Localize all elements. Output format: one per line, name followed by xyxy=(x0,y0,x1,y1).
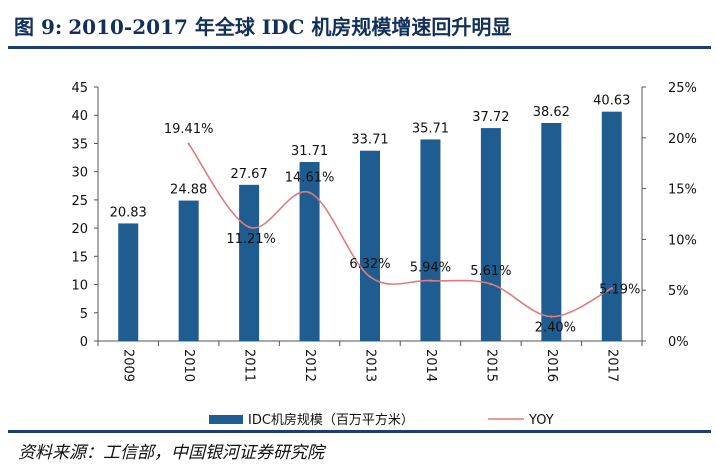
bar-value-label: 31.71 xyxy=(291,144,328,159)
x-tick-label: 2009 xyxy=(121,349,136,382)
bar-value-label: 20.83 xyxy=(110,205,147,220)
yoy-value-label: 11.21% xyxy=(226,232,276,247)
yoy-value-label: 6.32% xyxy=(349,257,390,272)
x-tick-label: 2012 xyxy=(302,349,317,382)
yoy-value-label: 2.40% xyxy=(535,321,576,336)
yoy-value-label: 14.61% xyxy=(285,171,335,186)
source-note: 资料来源：工信部，中国银河证券研究院 xyxy=(18,443,324,463)
left-tick-label: 5 xyxy=(80,307,88,322)
source-rule xyxy=(8,430,711,433)
x-tick-label: 2016 xyxy=(544,349,559,382)
yoy-point xyxy=(247,225,251,229)
legend-bar-swatch xyxy=(209,415,243,424)
idc-chart: 0 5 10 15 20 25 30 35 40 45 0% 5% 10% 15% 20% 25% 2009… xyxy=(71,81,697,428)
left-tick-label: 10 xyxy=(71,279,88,294)
bar-value-label: 40.63 xyxy=(593,94,630,109)
left-tick-label: 20 xyxy=(71,222,88,237)
x-tick-label: 2014 xyxy=(423,349,438,382)
yoy-labels: 19.41% 11.21% 14.61% 6.32% 5.94% 5.61% 2.40% 5.… xyxy=(164,122,641,336)
legend: IDC机房规模（百万平方米） YOY xyxy=(209,412,554,428)
x-tick-label: 2015 xyxy=(483,349,498,382)
yoy-value-label: 5.94% xyxy=(410,261,451,276)
bar xyxy=(178,200,199,341)
yoy-point xyxy=(187,142,190,145)
right-axis: 0% 5% 10% 15% 20% 25% xyxy=(641,81,697,350)
bar-value-labels: 20.83 24.88 27.67 31.71 33.71 35.71 37.72 38.62… xyxy=(110,94,631,221)
left-tick-label: 15 xyxy=(71,250,88,265)
bar-value-label: 27.67 xyxy=(231,167,268,182)
bar-value-label: 38.62 xyxy=(533,105,570,120)
yoy-value-label: 5.61% xyxy=(470,264,511,279)
yoy-value-label: 19.41% xyxy=(164,122,214,137)
left-tick-label: 0 xyxy=(80,335,88,350)
bar xyxy=(480,128,501,341)
left-tick-label: 45 xyxy=(71,81,88,96)
yoy-point xyxy=(610,287,613,290)
yoy-point xyxy=(489,282,493,286)
bar-value-label: 35.71 xyxy=(412,121,449,136)
bar xyxy=(118,223,139,341)
right-tick-label: 25% xyxy=(668,81,697,96)
right-tick-label: 15% xyxy=(668,183,697,198)
bar-value-label: 37.72 xyxy=(472,110,509,125)
right-tick-label: 20% xyxy=(668,132,697,147)
bar xyxy=(541,123,562,341)
left-tick-label: 30 xyxy=(71,166,88,181)
x-tick-label: 2011 xyxy=(242,349,257,382)
figure-title: 图 9: 2010-2017 年全球 IDC 机房规模增速回升明显 xyxy=(14,10,511,44)
bar xyxy=(299,162,320,341)
x-tick-label: 2010 xyxy=(181,349,196,382)
x-tick-label: 2013 xyxy=(363,349,378,382)
bar xyxy=(601,111,622,341)
yoy-point xyxy=(550,315,553,318)
left-tick-label: 25 xyxy=(71,194,88,209)
title-rule xyxy=(8,46,711,49)
right-tick-label: 0% xyxy=(668,335,689,350)
yoy-value-label: 5.19% xyxy=(599,282,640,297)
x-axis: 2009 2010 2011 2012 2013 2014 2015 2016 2017 xyxy=(97,340,643,382)
left-tick-label: 35 xyxy=(71,137,88,152)
bar xyxy=(239,184,260,341)
bar-value-label: 24.88 xyxy=(170,183,207,198)
left-axis: 0 5 10 15 20 25 30 35 40 45 xyxy=(71,81,99,350)
figure-label: 图 9: xyxy=(14,15,63,39)
bar-value-label: 33.71 xyxy=(351,133,388,148)
yoy-point xyxy=(368,275,372,278)
right-tick-label: 10% xyxy=(668,233,697,248)
bars xyxy=(118,111,622,341)
x-tick-label: 2017 xyxy=(604,349,619,382)
bar xyxy=(420,139,441,341)
yoy-point xyxy=(308,191,311,194)
figure-title-text: 2010-2017 年全球 IDC 机房规模增速回升明显 xyxy=(68,15,512,39)
yoy-point xyxy=(429,279,432,282)
legend-line-label: YOY xyxy=(528,413,554,428)
yoy-line-group xyxy=(187,142,613,318)
right-tick-label: 5% xyxy=(668,284,689,299)
legend-bar-label: IDC机房规模（百万平方米） xyxy=(248,412,414,428)
left-tick-label: 40 xyxy=(71,109,88,124)
bar xyxy=(360,150,380,341)
